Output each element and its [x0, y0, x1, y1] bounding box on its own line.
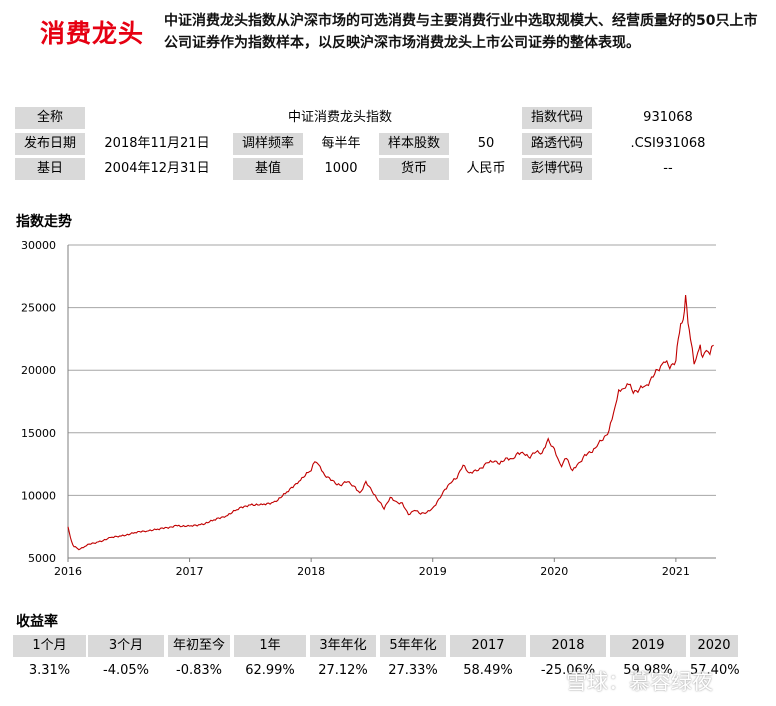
- index-line: [67, 295, 714, 551]
- returns-value-cell: 59.98%: [623, 663, 673, 678]
- base-value-value: 1000: [324, 161, 358, 176]
- rebalance-label: 调样频率: [233, 133, 303, 155]
- y-tick-label: 10000: [21, 489, 56, 502]
- base-date-value: 2004年12月31日: [104, 161, 210, 176]
- returns-header-cell: 2018: [530, 635, 606, 657]
- base-value-label: 基值: [233, 158, 303, 180]
- code-label: 指数代码: [522, 107, 592, 129]
- base-date-label: 基日: [15, 158, 85, 180]
- returns-header-cell: 2019: [610, 635, 686, 657]
- rebalance-value: 每半年: [321, 136, 361, 151]
- currency-label: 货币: [379, 158, 449, 180]
- returns-header-cell: 年初至今: [168, 635, 230, 657]
- full-name-label: 全称: [15, 107, 85, 129]
- returns-header-cell: 1个月: [13, 635, 86, 657]
- full-name-value: 中证消费龙头指数: [287, 110, 392, 125]
- release-date-label: 发布日期: [15, 133, 85, 155]
- page-title: 消费龙头: [40, 19, 145, 48]
- index-description: 中证消费龙头指数从沪深市场的可选消费与主要消费行业中选取规模大、经营质量好的50…: [164, 13, 758, 51]
- x-tick-label: 2016: [54, 565, 82, 578]
- code-value: 931068: [643, 110, 693, 125]
- trend-title: 指数走势: [16, 214, 72, 230]
- x-tick-label: 2019: [419, 565, 447, 578]
- returns-value-cell: -0.83%: [176, 663, 222, 678]
- x-tick-label: 2021: [662, 565, 690, 578]
- y-tick-label: 30000: [21, 239, 56, 252]
- x-tick-label: 2020: [540, 565, 568, 578]
- y-tick-label: 20000: [21, 364, 56, 377]
- currency-value: 人民币: [466, 161, 506, 176]
- returns-value-cell: 27.33%: [388, 663, 438, 678]
- returns-value-cell: 57.40%: [690, 663, 740, 678]
- returns-value-cell: -4.05%: [103, 663, 149, 678]
- x-tick-label: 2018: [297, 565, 325, 578]
- reuters-code-label: 路透代码: [522, 133, 592, 155]
- reuters-code-value: .CSI931068: [630, 136, 706, 151]
- release-date-value: 2018年11月21日: [104, 136, 210, 151]
- y-tick-label: 25000: [21, 302, 56, 315]
- returns-value-cell: 58.49%: [463, 663, 513, 678]
- sample-count-value: 50: [477, 136, 495, 151]
- returns-value-cell: 27.12%: [318, 663, 368, 678]
- returns-value-cell: -25.06%: [540, 663, 596, 678]
- watermark: 雪球：慕容绿夜: [566, 670, 713, 694]
- returns-header-cell: 2020: [690, 635, 738, 657]
- returns-title: 收益率: [16, 614, 58, 630]
- bloomberg-code-label: 彭博代码: [522, 158, 592, 180]
- bloomberg-code-value: --: [663, 161, 673, 176]
- returns-header-cell: 5年年化: [380, 635, 446, 657]
- index-trend-chart: 5000 10000 15000 20000 25000 30000 2016 2017 201…: [21, 239, 716, 578]
- sample-count-label: 样本股数: [379, 133, 449, 155]
- returns-header-cell: 2017: [450, 635, 526, 657]
- returns-value-cell: 62.99%: [245, 663, 295, 678]
- returns-header-cell: 3年年化: [310, 635, 376, 657]
- y-tick-label: 15000: [21, 427, 56, 440]
- returns-header-cell: 3个月: [88, 635, 164, 657]
- x-tick-label: 2017: [176, 565, 204, 578]
- y-tick-label: 5000: [28, 552, 56, 565]
- returns-header-cell: 1年: [234, 635, 306, 657]
- returns-value-cell: 3.31%: [28, 663, 71, 678]
